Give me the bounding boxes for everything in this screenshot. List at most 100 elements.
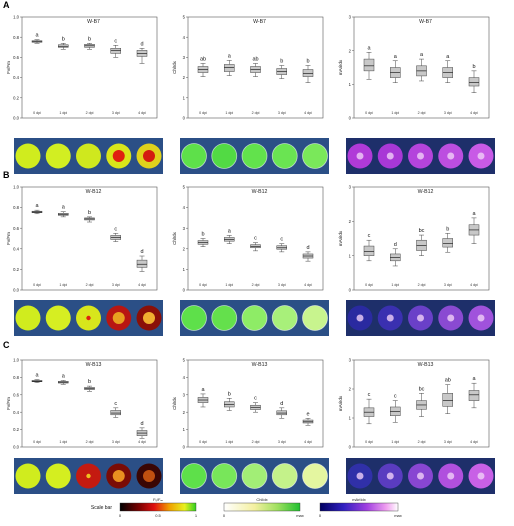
box-2: b 1 dpi (224, 391, 235, 444)
x-tick-label: 1 dpi (225, 111, 233, 115)
box-body (363, 58, 375, 72)
x-tick-label: 2 dpi (418, 283, 426, 287)
y-tick-label: 4 (183, 205, 186, 210)
x-tick-label: 1 dpi (59, 283, 67, 287)
x-tick-label: 4 dpi (304, 440, 312, 444)
plot-frame (187, 359, 324, 448)
chart-9: 0 1 2 3 mAriIdx W-B13 c 0 dpi c 1 dpi bc 2 dpi ab 3 d… (338, 358, 490, 450)
lesion-spot (447, 314, 455, 322)
significance-letter: a (420, 52, 424, 58)
box-body (224, 64, 235, 72)
plot-frame (21, 186, 158, 291)
y-tick-label: 3 (349, 358, 352, 363)
x-tick-label: 2 dpi (418, 111, 426, 115)
y-tick-label: 1 (183, 427, 186, 432)
box-body (468, 390, 480, 401)
x-tick-label: 1 dpi (225, 440, 233, 444)
y-tick-label: 0.0 (13, 445, 19, 450)
box-3: b 2 dpi (84, 36, 95, 115)
significance-letter: e (306, 411, 309, 417)
box-5: a 4 dpi (468, 211, 480, 287)
box-2: a 1 dpi (224, 53, 235, 115)
leaf-disc (211, 463, 238, 489)
colorbar-tick-label: 0.5 (155, 513, 161, 518)
y-tick-label: 0 (349, 445, 352, 450)
significance-letter: a (228, 228, 232, 234)
x-tick-label: 0 dpi (199, 111, 207, 115)
box-1: a 0 dpi (363, 45, 375, 115)
significance-letter: a (201, 387, 205, 393)
y-tick-label: 5 (183, 358, 186, 363)
colorbar-tick-label: 0 (319, 513, 322, 518)
y-tick-label: 1.0 (13, 185, 19, 190)
lesion-spot (477, 152, 485, 160)
significance-letter: ab (252, 56, 258, 62)
image-strip-B-ariidx (346, 300, 495, 336)
colorbar-title: mAriIdx (352, 497, 366, 502)
colorbar-gradient (223, 502, 301, 512)
y-tick-label: 4 (183, 35, 186, 40)
lesion-spot (417, 152, 424, 160)
x-tick-label: 2 dpi (252, 440, 260, 444)
y-tick-label: 3 (183, 55, 186, 60)
plot-frame (21, 359, 158, 448)
image-strip-C-ariidx (346, 458, 495, 494)
leaf-disc (241, 463, 268, 489)
lesion-spot (477, 472, 485, 480)
box-4: c 3 dpi (110, 38, 121, 115)
y-axis-label: mAriIdx (338, 395, 343, 411)
chart-title: W-B7 (253, 19, 266, 25)
lesion-spot (386, 152, 394, 160)
colorbar-chlidx: ChlIdx 0 max (223, 497, 304, 518)
lesion-spot (112, 312, 125, 324)
lesion-spot (356, 314, 364, 322)
colorbar-tick-label: 0 (119, 513, 122, 518)
box-2: b 1 dpi (58, 36, 69, 115)
box-3: ab 2 dpi (250, 56, 261, 115)
y-axis-label: ChlIdx (172, 60, 177, 74)
box-1: a 0 dpi (31, 373, 43, 444)
leaf-disc (271, 463, 298, 489)
plot-frame (21, 16, 158, 119)
image-strip-C-fvfm (14, 458, 163, 494)
y-tick-label: 3 (349, 185, 352, 190)
box-1: a 0 dpi (197, 387, 209, 444)
significance-letter: a (394, 54, 398, 60)
colorbar-title: ChlIdx (256, 497, 267, 502)
x-tick-label: 1 dpi (391, 111, 399, 115)
y-tick-label: 5 (183, 185, 186, 190)
y-tick-label: 2 (349, 219, 352, 224)
y-tick-label: 1.0 (13, 15, 19, 20)
box-5: b 4 dpi (468, 64, 480, 115)
x-tick-label: 3 dpi (112, 111, 120, 115)
significance-letter: ab (200, 56, 206, 62)
leaf-disc (181, 305, 207, 331)
significance-letter: a (228, 53, 232, 59)
significance-letter: a (472, 376, 476, 382)
box-1: ab 0 dpi (197, 56, 209, 115)
x-tick-label: 3 dpi (278, 111, 286, 115)
y-tick-label: 5 (183, 15, 186, 20)
box-1: a 0 dpi (31, 203, 43, 287)
box-5: e 4 dpi (302, 411, 314, 444)
leaf-disc (211, 143, 238, 169)
y-tick-label: 2 (183, 410, 186, 415)
significance-letter: d (280, 401, 283, 407)
box-body (363, 245, 375, 256)
box-body (302, 69, 314, 77)
x-tick-label: 1 dpi (391, 283, 399, 287)
leaf-disc (271, 143, 298, 169)
leaf-disc (15, 305, 41, 331)
leaf-disc (302, 463, 328, 489)
colorbar-ariidx: mAriIdx 0 max (319, 497, 402, 518)
x-tick-label: 4 dpi (470, 111, 478, 115)
y-axis-label: mAriIdx (338, 230, 343, 246)
x-tick-label: 0 dpi (365, 111, 373, 115)
y-tick-label: 0 (183, 288, 186, 293)
leaf-disc (181, 143, 207, 169)
box-4: a 3 dpi (442, 54, 453, 115)
lesion-spot (143, 312, 155, 324)
image-strip-C-chlidx (180, 458, 329, 494)
significance-letter: b (88, 379, 91, 385)
